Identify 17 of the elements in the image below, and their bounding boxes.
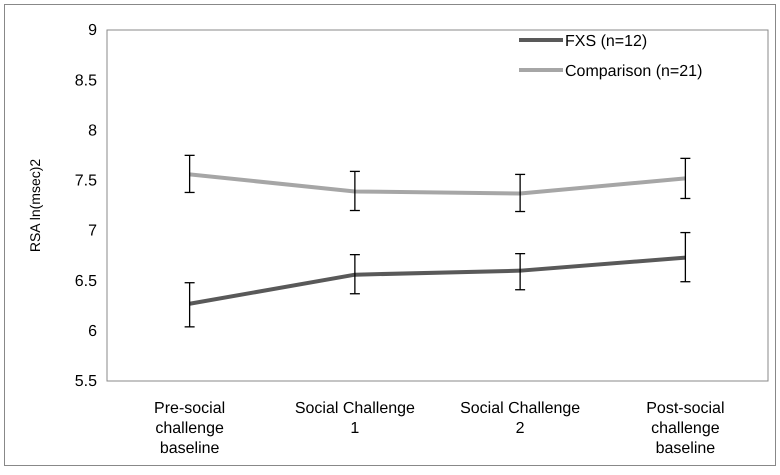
y-tick-label: 7.5 (74, 172, 98, 190)
x-tick-label: Pre-social challenge baseline (154, 400, 226, 457)
y-axis-title: RSA ln(msec)2 (27, 158, 43, 252)
y-tick-label: 5.5 (74, 373, 98, 390)
y-tick-label: 6 (88, 322, 98, 340)
y-tick-label: 7 (88, 222, 98, 240)
x-tick-label: Social Challenge 2 (460, 400, 580, 437)
legend-label: FXS (n=12) (565, 33, 648, 50)
line-series (188, 256, 688, 306)
y-tick-label: 8.5 (74, 72, 98, 90)
x-tick-label: Social Challenge 1 (294, 400, 416, 437)
x-tick-label: Post-social challenge baseline (646, 400, 724, 457)
line-series (188, 172, 688, 196)
legend-label: Comparison (n=21) (565, 63, 702, 80)
y-tick-label: 9 (88, 22, 98, 40)
y-tick-label: 8 (88, 122, 98, 140)
y-tick-label: 6.5 (74, 272, 98, 290)
